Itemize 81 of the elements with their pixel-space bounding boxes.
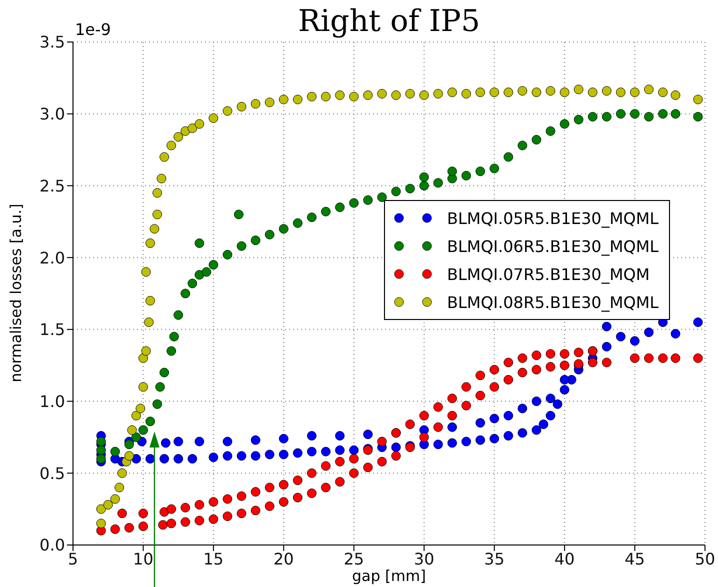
point [138, 425, 148, 435]
point [349, 198, 359, 208]
point [110, 446, 120, 456]
text: 1e-9 [75, 20, 111, 39]
point [234, 210, 244, 220]
legend-label: BLMQI.05R5.B1E30_MQML [447, 208, 659, 228]
point [419, 180, 429, 190]
point [419, 172, 429, 182]
point [532, 134, 542, 144]
point [208, 260, 218, 270]
point [155, 382, 165, 392]
point [292, 218, 302, 228]
point [250, 236, 260, 246]
y-tick-label: 2.0 [40, 248, 65, 268]
y-axis-title: normalised losses [a.u.] [7, 202, 25, 384]
point [202, 267, 212, 277]
point [124, 440, 134, 450]
point [131, 432, 141, 442]
point [306, 212, 317, 222]
point [166, 346, 176, 356]
x-tick-label: 25 [344, 549, 364, 568]
point [180, 288, 190, 298]
point [152, 399, 162, 409]
point [574, 114, 584, 124]
point [476, 166, 486, 176]
point [670, 109, 680, 119]
point [174, 310, 184, 320]
point [658, 109, 668, 119]
chart-title: Right of IP5 [298, 4, 480, 39]
point [461, 170, 472, 180]
point [630, 109, 640, 119]
point [504, 152, 514, 162]
point [546, 126, 556, 136]
point [405, 184, 415, 194]
point [433, 178, 443, 188]
x-tick-label: 10 [133, 549, 154, 568]
x-tick-label: 5 [68, 549, 78, 568]
point [96, 436, 106, 446]
x-tick-label: 35 [484, 549, 505, 568]
point [518, 140, 528, 150]
point [236, 241, 246, 251]
point [188, 278, 198, 288]
legend-label: BLMQI.06R5.B1E30_MQML [447, 236, 659, 256]
y-tick-label: 3.0 [40, 104, 65, 124]
point [391, 186, 401, 196]
point [335, 202, 345, 212]
x-tick-label: 30 [414, 549, 434, 568]
point [560, 119, 570, 129]
x-tick-label: 20 [273, 549, 294, 568]
point [321, 206, 331, 216]
legend-label: BLMQI.07R5.B1E30_MQM [447, 264, 650, 284]
y-tick-label: 0.0 [40, 536, 65, 555]
x-tick-label: 40 [554, 549, 575, 568]
point [194, 238, 204, 248]
point [96, 445, 106, 455]
y-tick-label: 3.5 [40, 32, 65, 52]
y-tick-label: 1.5 [40, 320, 65, 340]
point [490, 164, 500, 174]
point [264, 230, 274, 240]
point [644, 112, 654, 122]
y-tick-label: 2.5 [40, 176, 65, 196]
legend-label: BLMQI.08R5.B1E30_MQML [447, 292, 659, 312]
x-tick-label: 15 [203, 549, 224, 568]
point [447, 166, 457, 176]
x-tick-label: 50 [694, 549, 716, 568]
point [693, 112, 703, 122]
x-axis-title: gap [mm] [351, 567, 427, 585]
point [363, 195, 373, 205]
point [145, 416, 156, 426]
point [222, 250, 232, 260]
point [160, 368, 170, 378]
y-tick-label: 0.5 [40, 464, 65, 483]
y-tick-label: 1.0 [40, 392, 65, 411]
point [96, 454, 106, 464]
point [602, 112, 612, 122]
point [616, 109, 626, 119]
point [377, 192, 387, 202]
point [169, 332, 179, 342]
x-tick-label: 45 [624, 549, 645, 568]
point [588, 112, 598, 122]
point [278, 224, 288, 234]
